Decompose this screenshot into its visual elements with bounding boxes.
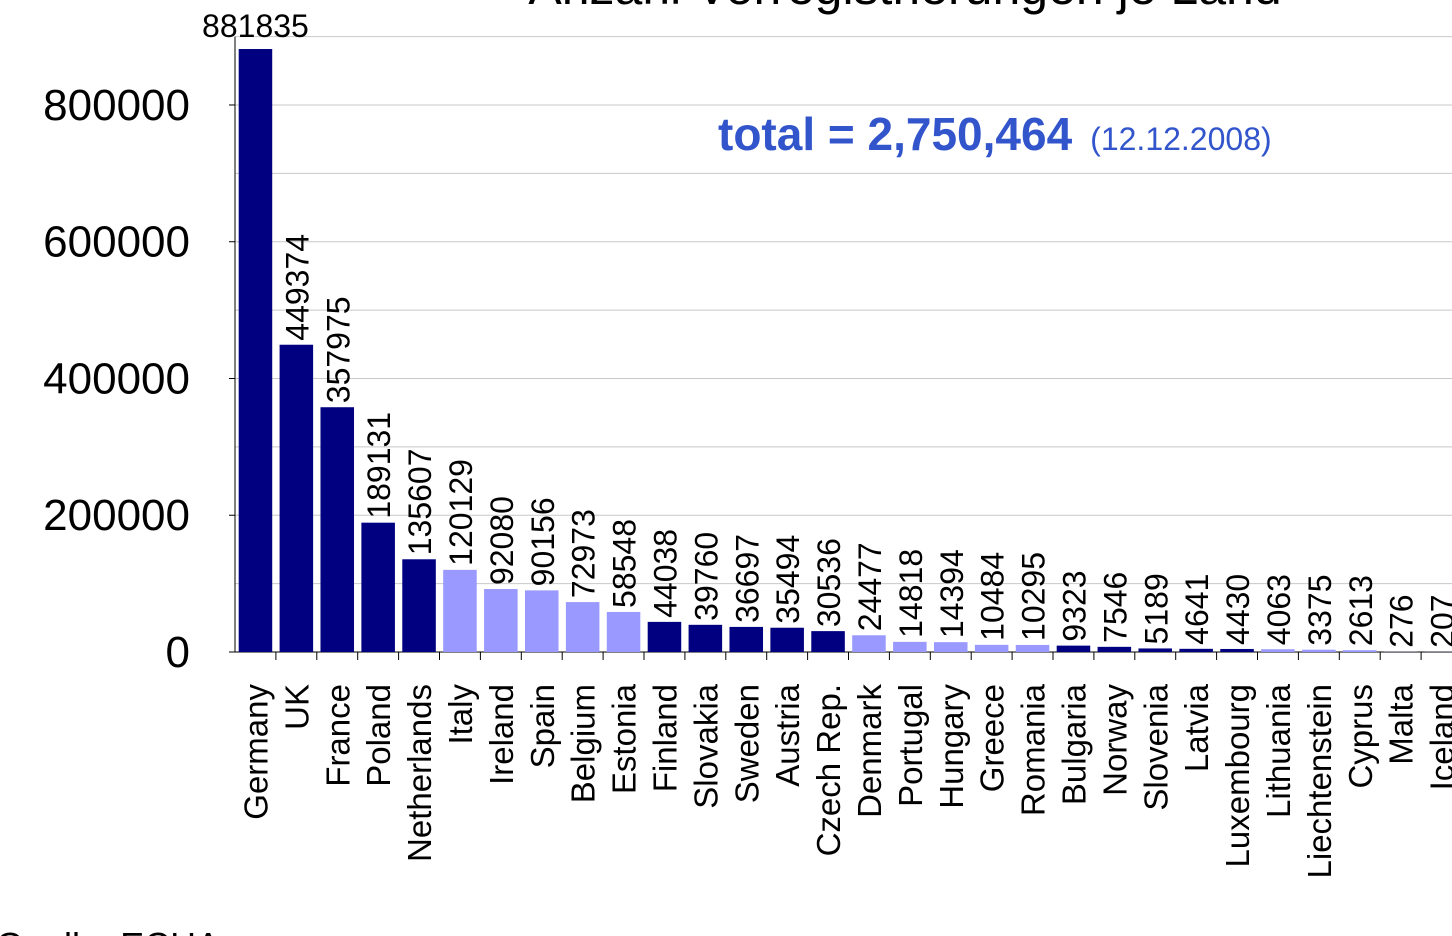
bar (1097, 646, 1132, 652)
bar (484, 589, 518, 652)
bar (524, 590, 559, 652)
y-tick-label: 0 (166, 628, 190, 677)
value-label: 10295 (1016, 552, 1052, 641)
bar (1056, 645, 1091, 652)
value-label: 5189 (1138, 573, 1174, 644)
value-label: 135607 (402, 448, 438, 555)
x-tick-label: Portugal (892, 684, 929, 807)
y-tick-label: 600000 (43, 218, 190, 267)
value-label: 14394 (934, 549, 970, 638)
y-tick-label: 400000 (43, 354, 190, 403)
bar (279, 344, 314, 652)
x-tick-label: Estonia (606, 683, 643, 794)
bar (893, 641, 927, 652)
x-tick-label: Germany (237, 684, 274, 820)
x-tick-label: Hungary (933, 684, 970, 809)
value-label: 2613 (1343, 575, 1379, 646)
value-label: 3375 (1302, 575, 1338, 646)
y-tick-label: 800000 (43, 81, 190, 130)
bar (1015, 644, 1050, 652)
bar (1179, 648, 1213, 652)
value-label: 4063 (1261, 574, 1297, 645)
x-tick-label: Cyprus (1342, 684, 1379, 789)
value-label: 189131 (361, 412, 397, 519)
bar (974, 644, 1009, 652)
value-label: 90156 (525, 497, 561, 586)
value-label: 4430 (1220, 574, 1256, 645)
value-label: 120129 (443, 459, 479, 566)
bar (565, 602, 600, 652)
annotation-date: (12.12.2008) (1090, 121, 1271, 157)
x-tick-label: Lithuania (1260, 683, 1297, 818)
x-tick-label: Czech Rep. (810, 684, 847, 856)
x-tick-label: Malta (1383, 683, 1420, 764)
value-label: 72973 (566, 509, 602, 598)
value-label: 14818 (893, 549, 929, 638)
x-tick-label: Austria (769, 683, 806, 786)
value-label: 92080 (484, 496, 520, 585)
bar (1220, 648, 1254, 652)
x-tick-label: Greece (974, 684, 1011, 792)
bar (361, 522, 395, 652)
value-label: 36697 (729, 534, 765, 623)
value-label: 357975 (320, 296, 356, 403)
value-label: 881835 (202, 8, 309, 44)
bar (1342, 650, 1377, 652)
value-label: 9323 (1056, 570, 1092, 641)
x-tick-label: Romania (1015, 683, 1052, 816)
x-tick-label: Slovakia (687, 683, 724, 808)
x-tick-label: Norway (1096, 684, 1133, 796)
x-tick-label: Poland (360, 684, 397, 787)
bar (320, 407, 355, 652)
x-tick-label: Netherlands (401, 684, 438, 862)
x-tick-label: Iceland (1424, 684, 1452, 790)
bar (688, 624, 723, 652)
bar (1138, 648, 1173, 652)
bar (1302, 649, 1336, 652)
x-tick-label: Liechtenstein (1301, 684, 1338, 878)
bar (443, 569, 477, 652)
x-tick-label: Spain (524, 684, 561, 768)
x-tick-label: Luxembourg (1219, 684, 1256, 867)
x-tick-label: Belgium (565, 684, 602, 803)
x-tick-label: Denmark (851, 684, 888, 818)
x-tick-label: France (319, 684, 356, 787)
x-tick-label: Slovenia (1137, 683, 1174, 810)
value-label: 39760 (688, 532, 724, 621)
bar (647, 621, 682, 652)
value-label: 35494 (770, 535, 806, 624)
bar (729, 626, 764, 652)
value-label: 44038 (647, 529, 683, 618)
bar (606, 611, 641, 652)
value-label: 276 (1384, 594, 1420, 647)
bar (770, 627, 804, 652)
x-tick-label: Latvia (1178, 683, 1215, 772)
chart-title: Anzahl Vorregistrierungen je Land (528, 0, 1281, 15)
bar (933, 642, 968, 652)
bar (402, 559, 436, 652)
value-label: 58548 (607, 519, 643, 608)
bar (852, 635, 886, 652)
value-label: 4641 (1179, 574, 1215, 645)
annotation: total = 2,750,464 (12.12.2008) (718, 108, 1272, 160)
y-tick-label: 200000 (43, 491, 190, 540)
value-label: 10484 (975, 552, 1011, 641)
value-label: 207 (1425, 594, 1452, 647)
x-tick-label: Finland (646, 684, 683, 792)
x-tick-label: UK (278, 684, 315, 730)
bar (238, 49, 273, 653)
x-tick-label: Italy (442, 684, 479, 745)
value-label: 24477 (852, 542, 888, 631)
x-tick-label: Sweden (728, 684, 765, 803)
value-label: 449374 (279, 234, 315, 341)
x-tick-label: Bulgaria (1055, 683, 1092, 805)
x-tick-label: Ireland (483, 684, 520, 785)
value-label: 7546 (1097, 572, 1133, 643)
bar (1261, 649, 1295, 652)
value-label: 30536 (811, 538, 847, 627)
annotation-total: total = 2,750,464 (718, 108, 1073, 160)
bar (811, 631, 845, 652)
source: Quelle: ECHA (0, 925, 220, 936)
